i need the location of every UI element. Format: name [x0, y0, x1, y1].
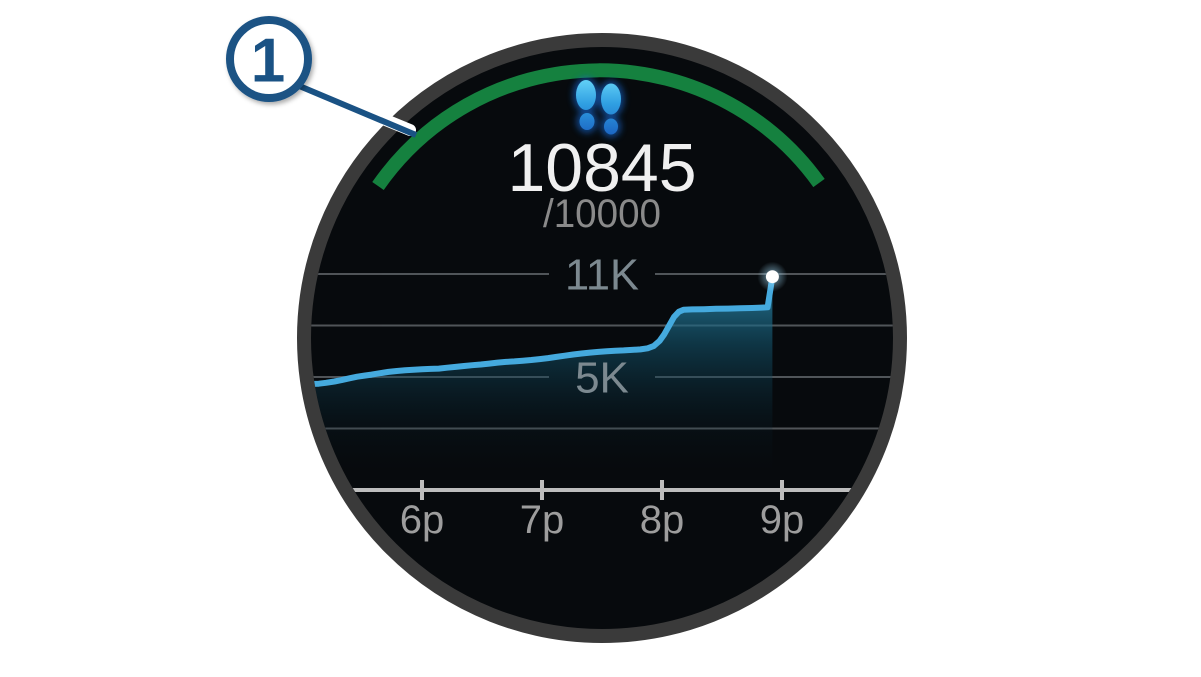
steps-goal: /10000	[543, 192, 661, 236]
left-footprint-heel	[579, 113, 595, 130]
chart-y-label: 5K	[575, 354, 629, 403]
chart-y-label: 11K	[565, 251, 639, 300]
steps-icon	[573, 77, 624, 138]
right-footprint-sole	[601, 83, 621, 115]
callout-leader-line	[295, 82, 418, 138]
watch: 10845 /10000 11K 5K 6p 7p 8p 9p	[297, 33, 907, 643]
right-footprint-heel	[604, 118, 618, 135]
callout-circle	[226, 16, 312, 102]
steps-line	[311, 273, 776, 388]
chart-y-labels: 11K 5K	[565, 251, 639, 403]
steps-chart: 11K 5K 6p 7p 8p 9p	[311, 251, 893, 542]
watch-bezel	[297, 33, 907, 643]
watch-face	[304, 40, 900, 636]
x-axis-label: 7p	[520, 498, 565, 542]
current-point	[765, 270, 779, 284]
left-footprint-sole	[576, 80, 596, 110]
callout: 1	[226, 16, 418, 138]
steps-area	[311, 276, 773, 472]
x-axis-label: 9p	[760, 498, 805, 542]
x-axis-label: 6p	[400, 498, 445, 542]
x-axis-label: 8p	[640, 498, 685, 542]
callout-number: 1	[251, 27, 285, 96]
steps-count: 10845	[507, 130, 696, 206]
goal-progress-arc	[372, 63, 825, 191]
x-axis: 6p 7p 8p 9p	[338, 480, 866, 542]
